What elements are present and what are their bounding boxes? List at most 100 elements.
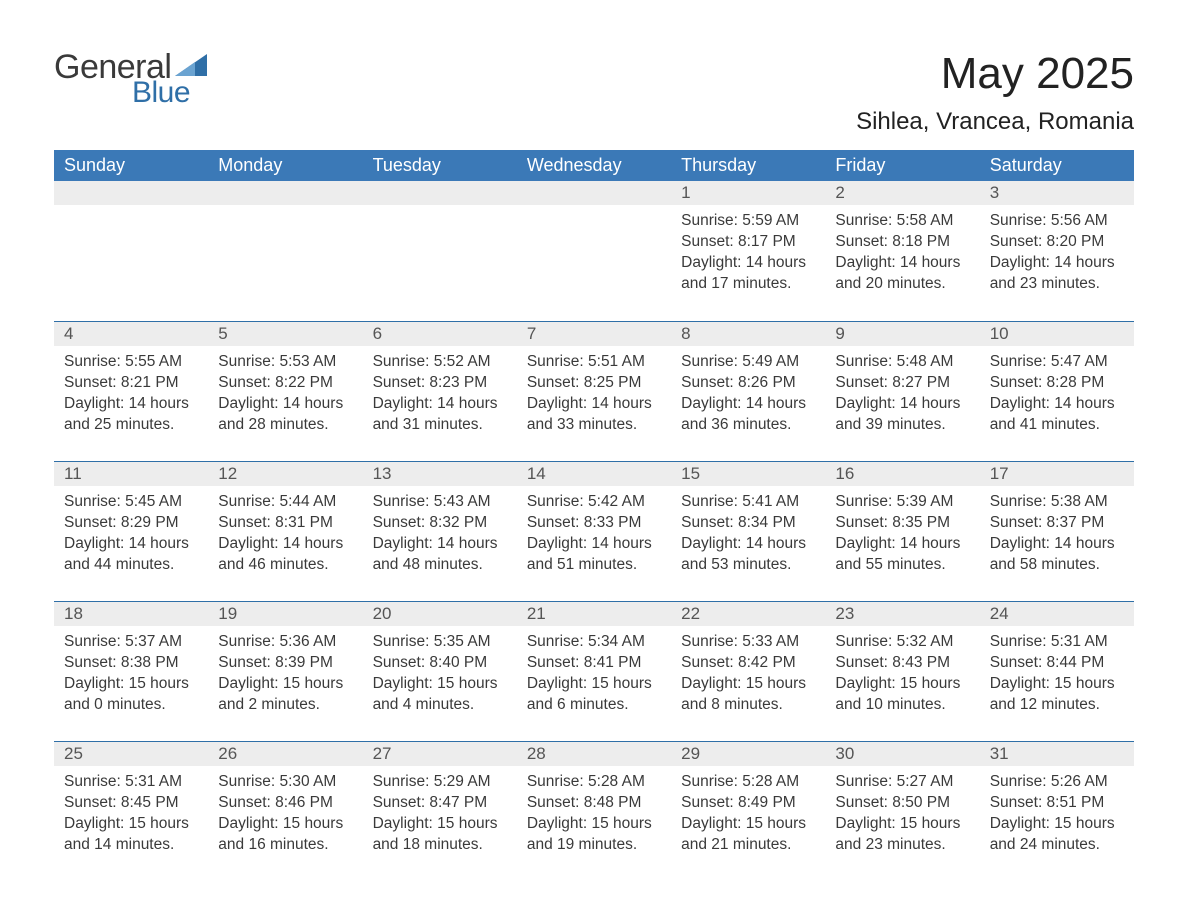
day-number: 24	[980, 601, 1134, 626]
day-details: Sunrise: 5:49 AMSunset: 8:26 PMDaylight:…	[671, 346, 825, 440]
sunset-text: Sunset: 8:38 PM	[64, 653, 198, 674]
day-details: Sunrise: 5:31 AMSunset: 8:45 PMDaylight:…	[54, 766, 208, 860]
day-details: Sunrise: 5:33 AMSunset: 8:42 PMDaylight:…	[671, 626, 825, 720]
daylight-text: Daylight: 15 hours and 21 minutes.	[681, 814, 815, 856]
calendar-day-cell: 9Sunrise: 5:48 AMSunset: 8:27 PMDaylight…	[825, 321, 979, 461]
day-number: 9	[825, 321, 979, 346]
sunset-text: Sunset: 8:29 PM	[64, 513, 198, 534]
calendar-header-row: SundayMondayTuesdayWednesdayThursdayFrid…	[54, 150, 1134, 181]
day-number: 25	[54, 741, 208, 766]
sunset-text: Sunset: 8:31 PM	[218, 513, 352, 534]
calendar-day-cell: 5Sunrise: 5:53 AMSunset: 8:22 PMDaylight…	[208, 321, 362, 461]
sunrise-text: Sunrise: 5:34 AM	[527, 632, 661, 653]
logo: General Blue	[54, 50, 207, 108]
sunset-text: Sunset: 8:18 PM	[835, 232, 969, 253]
day-number	[54, 181, 208, 205]
day-details: Sunrise: 5:44 AMSunset: 8:31 PMDaylight:…	[208, 486, 362, 580]
sunrise-text: Sunrise: 5:56 AM	[990, 211, 1124, 232]
sunrise-text: Sunrise: 5:42 AM	[527, 492, 661, 513]
daylight-text: Daylight: 15 hours and 14 minutes.	[64, 814, 198, 856]
calendar-day-cell: 2Sunrise: 5:58 AMSunset: 8:18 PMDaylight…	[825, 181, 979, 321]
daylight-text: Daylight: 14 hours and 31 minutes.	[373, 394, 507, 436]
calendar-week-row: 4Sunrise: 5:55 AMSunset: 8:21 PMDaylight…	[54, 321, 1134, 461]
day-details: Sunrise: 5:31 AMSunset: 8:44 PMDaylight:…	[980, 626, 1134, 720]
day-number: 14	[517, 461, 671, 486]
day-number	[517, 181, 671, 205]
day-details: Sunrise: 5:34 AMSunset: 8:41 PMDaylight:…	[517, 626, 671, 720]
calendar-page: General Blue May 2025 Sihlea, Vrancea, R…	[0, 0, 1188, 921]
calendar-day-cell: 18Sunrise: 5:37 AMSunset: 8:38 PMDayligh…	[54, 601, 208, 741]
day-number: 6	[363, 321, 517, 346]
calendar-day-cell: 29Sunrise: 5:28 AMSunset: 8:49 PMDayligh…	[671, 741, 825, 881]
sunset-text: Sunset: 8:47 PM	[373, 793, 507, 814]
weekday-header: Wednesday	[517, 150, 671, 181]
day-details: Sunrise: 5:27 AMSunset: 8:50 PMDaylight:…	[825, 766, 979, 860]
day-number: 10	[980, 321, 1134, 346]
daylight-text: Daylight: 15 hours and 4 minutes.	[373, 674, 507, 716]
calendar-day-cell: 21Sunrise: 5:34 AMSunset: 8:41 PMDayligh…	[517, 601, 671, 741]
sunrise-text: Sunrise: 5:39 AM	[835, 492, 969, 513]
calendar-table: SundayMondayTuesdayWednesdayThursdayFrid…	[54, 150, 1134, 881]
day-number: 1	[671, 181, 825, 205]
sunrise-text: Sunrise: 5:29 AM	[373, 772, 507, 793]
daylight-text: Daylight: 14 hours and 48 minutes.	[373, 534, 507, 576]
sunset-text: Sunset: 8:35 PM	[835, 513, 969, 534]
calendar-day-cell: 1Sunrise: 5:59 AMSunset: 8:17 PMDaylight…	[671, 181, 825, 321]
sunrise-text: Sunrise: 5:31 AM	[64, 772, 198, 793]
daylight-text: Daylight: 14 hours and 55 minutes.	[835, 534, 969, 576]
calendar-day-cell: 13Sunrise: 5:43 AMSunset: 8:32 PMDayligh…	[363, 461, 517, 601]
day-details: Sunrise: 5:52 AMSunset: 8:23 PMDaylight:…	[363, 346, 517, 440]
day-number: 12	[208, 461, 362, 486]
sunrise-text: Sunrise: 5:28 AM	[681, 772, 815, 793]
day-details: Sunrise: 5:53 AMSunset: 8:22 PMDaylight:…	[208, 346, 362, 440]
sunrise-text: Sunrise: 5:53 AM	[218, 352, 352, 373]
day-details: Sunrise: 5:59 AMSunset: 8:17 PMDaylight:…	[671, 205, 825, 299]
sunset-text: Sunset: 8:49 PM	[681, 793, 815, 814]
day-number: 3	[980, 181, 1134, 205]
calendar-day-cell: 4Sunrise: 5:55 AMSunset: 8:21 PMDaylight…	[54, 321, 208, 461]
day-details: Sunrise: 5:32 AMSunset: 8:43 PMDaylight:…	[825, 626, 979, 720]
day-number: 2	[825, 181, 979, 205]
weekday-header: Sunday	[54, 150, 208, 181]
calendar-day-cell: 14Sunrise: 5:42 AMSunset: 8:33 PMDayligh…	[517, 461, 671, 601]
day-details: Sunrise: 5:58 AMSunset: 8:18 PMDaylight:…	[825, 205, 979, 299]
day-number	[208, 181, 362, 205]
daylight-text: Daylight: 14 hours and 17 minutes.	[681, 253, 815, 295]
calendar-day-cell: 25Sunrise: 5:31 AMSunset: 8:45 PMDayligh…	[54, 741, 208, 881]
sunset-text: Sunset: 8:27 PM	[835, 373, 969, 394]
title-block: May 2025 Sihlea, Vrancea, Romania	[856, 50, 1134, 136]
day-number: 15	[671, 461, 825, 486]
sunset-text: Sunset: 8:22 PM	[218, 373, 352, 394]
day-details: Sunrise: 5:26 AMSunset: 8:51 PMDaylight:…	[980, 766, 1134, 860]
sunrise-text: Sunrise: 5:37 AM	[64, 632, 198, 653]
weekday-header: Friday	[825, 150, 979, 181]
sunrise-text: Sunrise: 5:41 AM	[681, 492, 815, 513]
calendar-day-cell: 10Sunrise: 5:47 AMSunset: 8:28 PMDayligh…	[980, 321, 1134, 461]
sunset-text: Sunset: 8:33 PM	[527, 513, 661, 534]
calendar-day-cell: 30Sunrise: 5:27 AMSunset: 8:50 PMDayligh…	[825, 741, 979, 881]
daylight-text: Daylight: 14 hours and 58 minutes.	[990, 534, 1124, 576]
daylight-text: Daylight: 14 hours and 41 minutes.	[990, 394, 1124, 436]
sunset-text: Sunset: 8:23 PM	[373, 373, 507, 394]
calendar-day-cell: 28Sunrise: 5:28 AMSunset: 8:48 PMDayligh…	[517, 741, 671, 881]
sunrise-text: Sunrise: 5:49 AM	[681, 352, 815, 373]
daylight-text: Daylight: 15 hours and 12 minutes.	[990, 674, 1124, 716]
sunrise-text: Sunrise: 5:30 AM	[218, 772, 352, 793]
daylight-text: Daylight: 15 hours and 16 minutes.	[218, 814, 352, 856]
weekday-header: Tuesday	[363, 150, 517, 181]
day-details: Sunrise: 5:35 AMSunset: 8:40 PMDaylight:…	[363, 626, 517, 720]
sunrise-text: Sunrise: 5:38 AM	[990, 492, 1124, 513]
calendar-week-row: 11Sunrise: 5:45 AMSunset: 8:29 PMDayligh…	[54, 461, 1134, 601]
daylight-text: Daylight: 14 hours and 36 minutes.	[681, 394, 815, 436]
calendar-day-cell: 15Sunrise: 5:41 AMSunset: 8:34 PMDayligh…	[671, 461, 825, 601]
sunrise-text: Sunrise: 5:44 AM	[218, 492, 352, 513]
calendar-day-cell: 23Sunrise: 5:32 AMSunset: 8:43 PMDayligh…	[825, 601, 979, 741]
day-details: Sunrise: 5:36 AMSunset: 8:39 PMDaylight:…	[208, 626, 362, 720]
logo-text-blue: Blue	[132, 78, 207, 108]
calendar-day-cell	[363, 181, 517, 321]
day-number: 28	[517, 741, 671, 766]
day-number: 13	[363, 461, 517, 486]
calendar-day-cell: 19Sunrise: 5:36 AMSunset: 8:39 PMDayligh…	[208, 601, 362, 741]
location-label: Sihlea, Vrancea, Romania	[856, 108, 1134, 136]
calendar-day-cell: 6Sunrise: 5:52 AMSunset: 8:23 PMDaylight…	[363, 321, 517, 461]
